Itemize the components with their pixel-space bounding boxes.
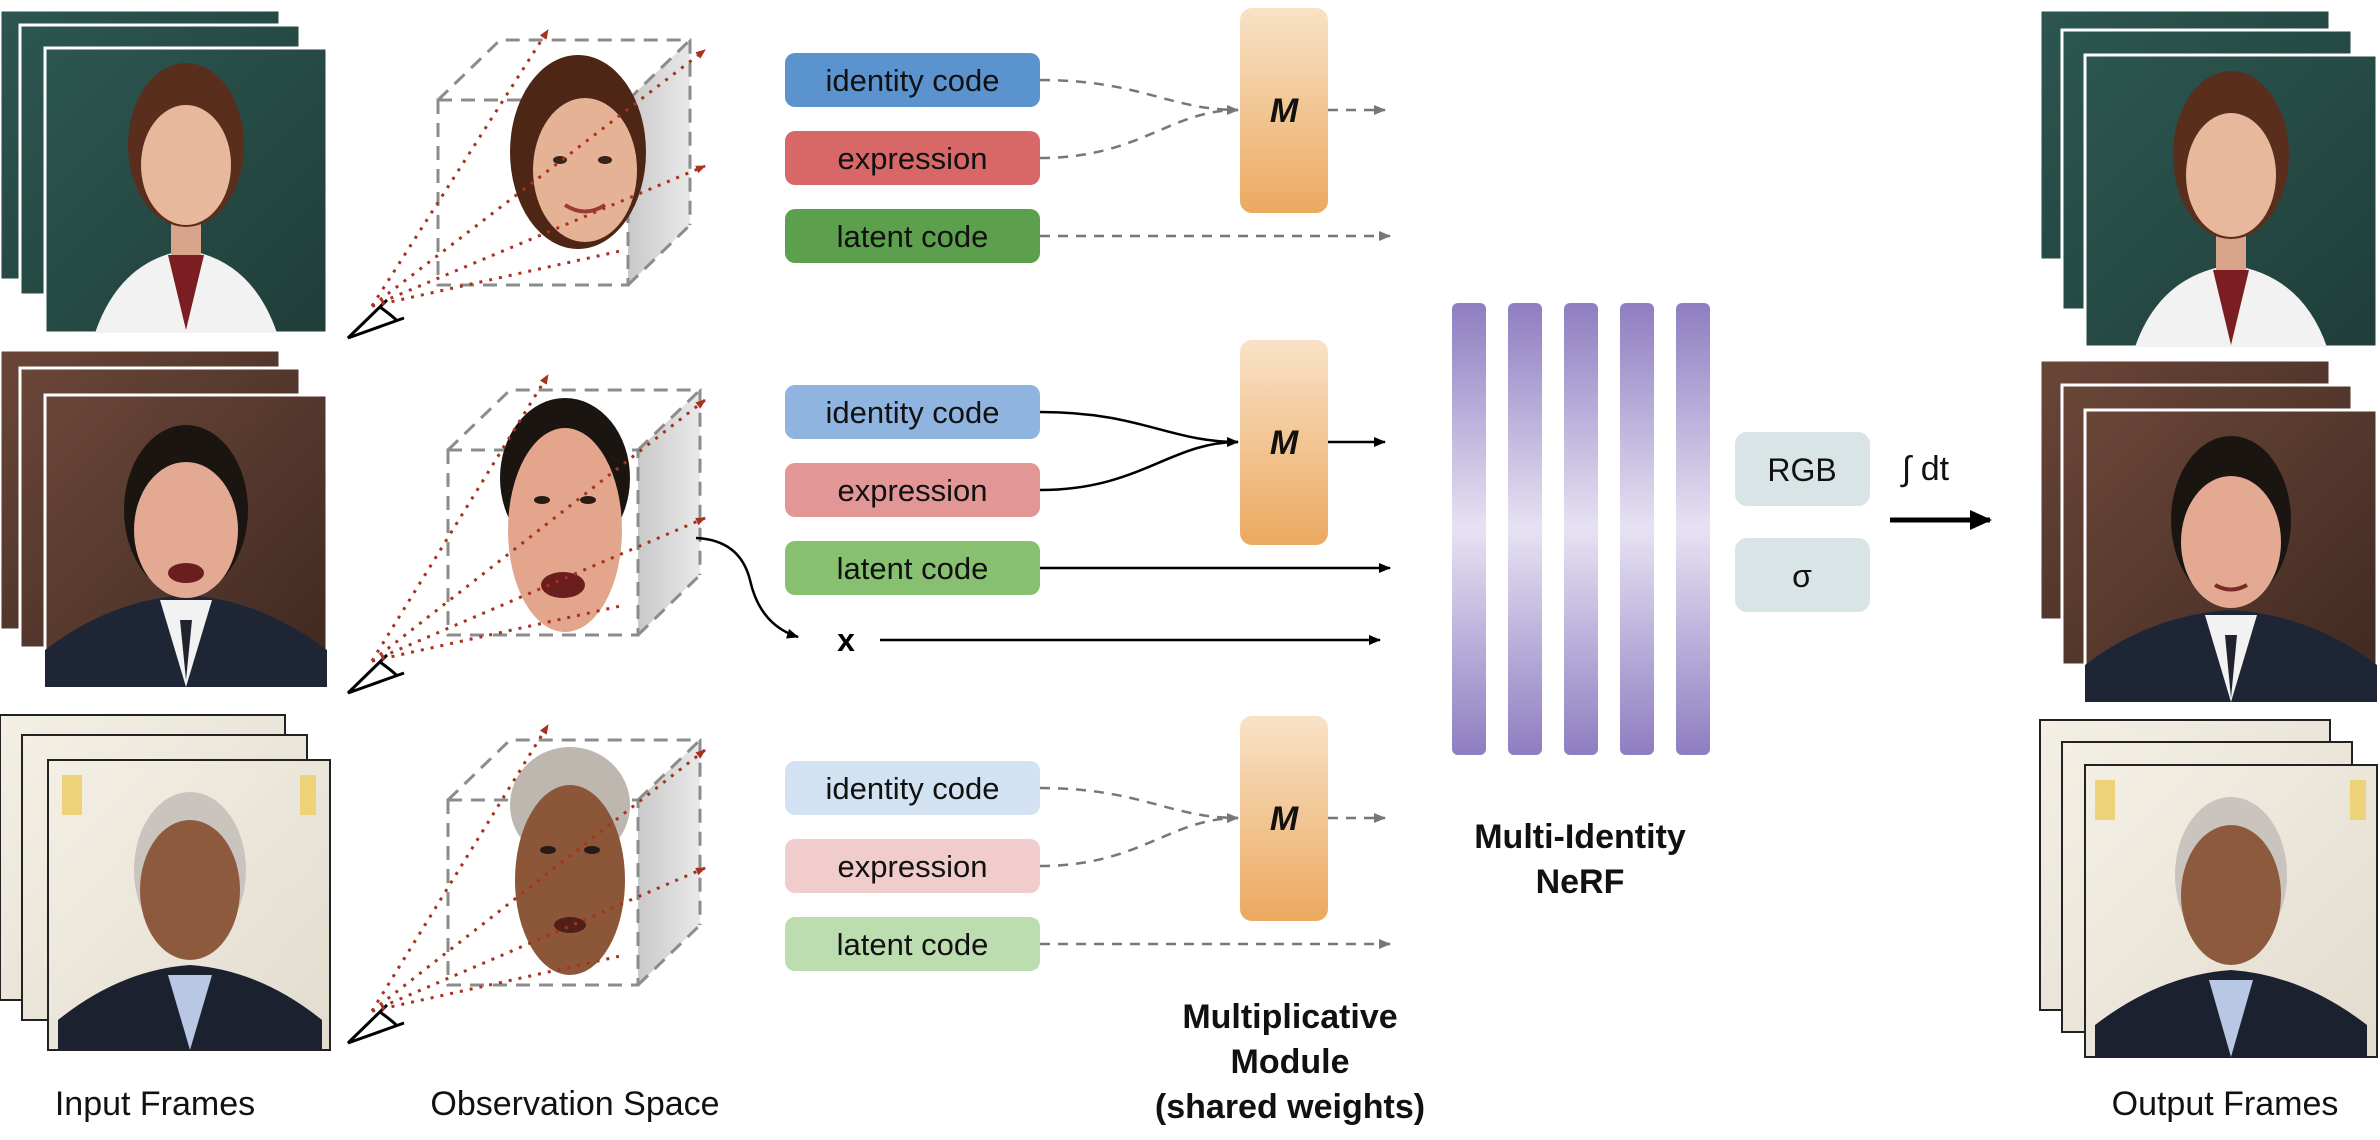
- x-label: x: [837, 622, 855, 658]
- latent-code-box-label: latent code: [837, 927, 989, 962]
- expression-box-label: expression: [838, 141, 988, 176]
- expression-box-1: expression: [785, 131, 1040, 185]
- multiplicative-module-line2: Module: [1231, 1043, 1350, 1081]
- expression-box-label: expression: [838, 849, 988, 884]
- identity-code-box-3: identity code: [785, 761, 1040, 815]
- camera-3: [346, 1003, 405, 1045]
- caption-input-frames: Input Frames: [55, 1085, 255, 1123]
- expression-box-label: expression: [838, 473, 988, 508]
- nerf-caption-line2: NeRF: [1536, 863, 1625, 901]
- input-frame-stack-man-suit: [0, 348, 329, 689]
- multiplicative-module-1: M: [1240, 8, 1328, 213]
- x-input-path: x: [695, 536, 1381, 658]
- expression-box-2: expression: [785, 463, 1040, 517]
- nerf-layer-4: [1620, 303, 1654, 755]
- code-row-1: identity code expression latent code M: [785, 8, 1391, 263]
- nerf-layer-2: [1508, 303, 1542, 755]
- sigma-label: σ: [1792, 558, 1812, 594]
- camera-rays-2: [370, 374, 706, 663]
- latent-code-box-2: latent code: [785, 541, 1040, 595]
- multiplicative-module-caption: Multiplicative Module (shared weights): [1155, 998, 1425, 1126]
- code-row-2: identity code expression latent code M: [785, 340, 1391, 595]
- observation-cube-3: [446, 738, 702, 987]
- nerf-layer-1: [1452, 303, 1486, 755]
- observation-cube-1: [436, 38, 692, 287]
- output-frames: [2038, 8, 2379, 1058]
- latent-code-box-label: latent code: [837, 551, 989, 586]
- expression-box-3: expression: [785, 839, 1040, 893]
- input-frame-stack-woman: [0, 8, 329, 335]
- latent-code-box-3: latent code: [785, 917, 1040, 971]
- multiplicative-module-line3: (shared weights): [1155, 1088, 1425, 1126]
- latent-code-box-1: latent code: [785, 209, 1040, 263]
- camera-rays-3: [370, 724, 706, 1013]
- integral-label: ∫ dt: [1900, 450, 1950, 488]
- identity-code-box-2: identity code: [785, 385, 1040, 439]
- input-frame-stack-grey-haired-man: [0, 714, 331, 1051]
- observation-space: [346, 29, 706, 1045]
- identity-code-box-label: identity code: [825, 771, 999, 806]
- identity-code-box-label: identity code: [825, 395, 999, 430]
- multiplicative-module-line1: Multiplicative: [1182, 998, 1397, 1036]
- input-frames: [0, 8, 331, 1051]
- latent-code-box-label: latent code: [837, 219, 989, 254]
- nerf-layer-5: [1676, 303, 1710, 755]
- multiplicative-module-3: M: [1240, 716, 1328, 921]
- code-row-3: identity code expression latent code M: [785, 716, 1391, 971]
- nerf-caption-line1: Multi-Identity: [1474, 818, 1686, 856]
- caption-observation-space: Observation Space: [430, 1085, 719, 1123]
- camera-2: [346, 653, 405, 695]
- nerf-caption: Multi-Identity NeRF: [1474, 818, 1686, 901]
- camera-1: [346, 298, 405, 340]
- identity-code-box-1: identity code: [785, 53, 1040, 107]
- output-frame-stack-man-suit: [2038, 358, 2379, 704]
- volume-render-arrow: ∫ dt: [1890, 450, 1992, 530]
- module-label: M: [1270, 800, 1299, 838]
- observation-cube-2: [446, 388, 702, 637]
- caption-output-frames: Output Frames: [2112, 1085, 2339, 1123]
- code-rows: identity code expression latent code Mident…: [785, 8, 1391, 971]
- output-frame-stack-grey-haired-man: [2039, 719, 2378, 1058]
- multi-identity-nerf: [1452, 303, 1710, 755]
- module-label: M: [1270, 424, 1299, 462]
- identity-code-box-label: identity code: [825, 63, 999, 98]
- output-rgb-box: RGB: [1735, 432, 1870, 506]
- rgb-label: RGB: [1767, 452, 1836, 488]
- output-sigma-box: σ: [1735, 538, 1870, 612]
- camera-rays-1: [370, 29, 706, 308]
- nerf-layer-3: [1564, 303, 1598, 755]
- multiplicative-module-2: M: [1240, 340, 1328, 545]
- module-label: M: [1270, 92, 1299, 130]
- output-frame-stack-woman: [2038, 8, 2379, 349]
